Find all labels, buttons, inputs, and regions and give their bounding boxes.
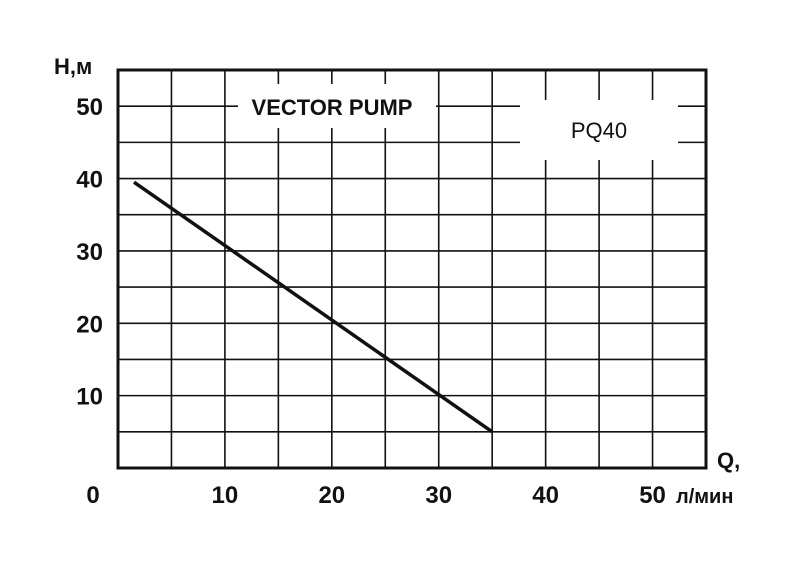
y-tick-labels: 10 20 30 40 50 [76, 94, 103, 410]
title-box: VECTOR PUMP [238, 84, 436, 128]
y-axis-label: H,м [54, 54, 92, 79]
model-box: PQ40 [520, 100, 678, 160]
x-tick-label: 10 [212, 482, 239, 509]
plot-frame [116, 68, 708, 470]
y-tick-label: 50 [76, 94, 103, 121]
grid-lines [118, 70, 706, 468]
y-tick-label: 40 [76, 167, 103, 194]
x-axis-label: Q, [717, 448, 740, 473]
x-tick-label: 30 [425, 482, 452, 509]
x-axis-unit: л/мин [676, 486, 733, 508]
x-tick-label: 50 [639, 482, 666, 509]
x-tick-label: 40 [532, 482, 559, 509]
x-tick-label: 20 [318, 482, 345, 509]
y-tick-label: 30 [76, 239, 103, 266]
y-tick-label: 10 [76, 384, 103, 411]
chart-title: VECTOR PUMP [252, 95, 413, 120]
series-group [133, 180, 494, 434]
y-tick-label: 20 [76, 311, 103, 338]
x-tick-labels: 10 20 30 40 50 [212, 482, 666, 509]
pump-curve-line [133, 180, 494, 434]
model-label: PQ40 [571, 118, 627, 143]
origin-label: 0 [86, 482, 99, 509]
